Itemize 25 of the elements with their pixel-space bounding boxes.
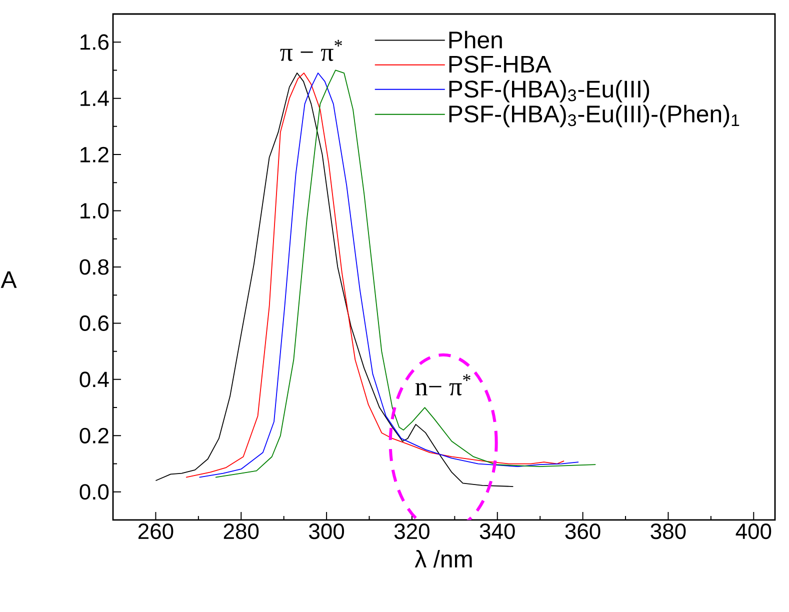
x-tick-label: 320	[394, 524, 430, 540]
y-tick-label: 1.4	[80, 90, 109, 106]
y-tick-label: 0.2	[80, 428, 108, 444]
y-tick-label: 0.6	[80, 315, 109, 332]
x-tick-label: 380	[650, 524, 686, 540]
annotation: n− π$^{*}$	[415, 374, 470, 396]
x-tick-label: 260	[138, 524, 174, 540]
legend-label: PSF-(HBA)$_{3}$-Eu(III)	[449, 80, 650, 102]
x-axis-title: λ /nm	[414, 550, 472, 568]
legend-label: PSF-HBA	[449, 56, 552, 73]
legend-label: Phen	[449, 30, 502, 48]
y-tick-label: 0.0	[80, 484, 109, 500]
y-tick-label: 0.8	[80, 259, 109, 275]
y-tick-label: 1.6	[80, 34, 109, 50]
y-axis-title: A	[0, 271, 17, 288]
x-tick-label: 280	[224, 524, 259, 540]
x-tick-label: 340	[480, 524, 515, 540]
legend-label: PSF-(HBA)$_{3}$-Eu(III)-(Phen)$_{1}$	[449, 104, 740, 128]
x-tick-label: 400	[736, 524, 772, 540]
annotation: π − π$^{*}$	[280, 40, 342, 62]
y-tick-label: 1.2	[80, 146, 108, 162]
y-tick-label: 1.0	[80, 202, 109, 219]
x-tick-label: 360	[565, 524, 600, 540]
y-tick-label: 0.4	[80, 372, 109, 388]
x-tick-label: 300	[309, 524, 344, 540]
